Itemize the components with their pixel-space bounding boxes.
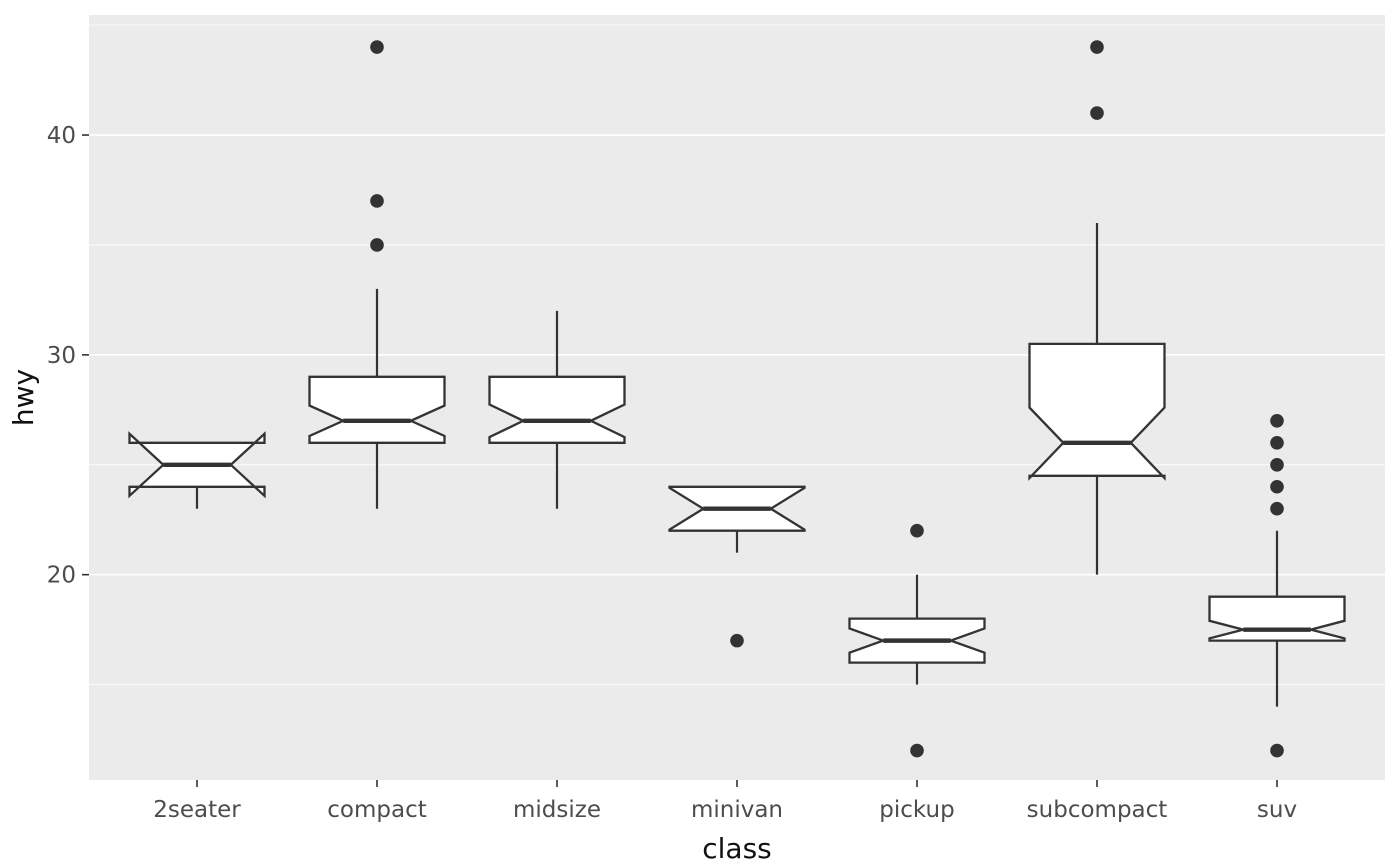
- x-tick-label[interactable]: subcompact: [1027, 797, 1168, 823]
- outlier-point: [1270, 457, 1284, 472]
- x-tick-label[interactable]: compact: [327, 797, 426, 823]
- y-tick-label: 40: [47, 123, 76, 149]
- boxplot-minivan: [668, 485, 806, 648]
- y-axis-title: hwy: [7, 369, 40, 426]
- outlier-point: [370, 238, 384, 252]
- x-tick-label[interactable]: minivan: [691, 797, 783, 823]
- outlier-point: [910, 743, 924, 758]
- boxplot-suv: [1208, 414, 1346, 758]
- notched-box: [488, 375, 626, 444]
- outlier-point: [1090, 106, 1104, 120]
- outlier-point: [370, 194, 384, 208]
- outlier-point: [730, 633, 744, 648]
- x-tick-label[interactable]: suv: [1257, 797, 1297, 823]
- boxplot-subcompact: [1028, 40, 1166, 575]
- x-tick-label[interactable]: midsize: [513, 797, 601, 823]
- x-tick-label[interactable]: pickup: [879, 797, 954, 823]
- y-tick-label: 20: [47, 563, 76, 589]
- outlier-point: [1270, 743, 1284, 758]
- plot-panel: [89, 15, 1385, 780]
- outlier-point: [1270, 435, 1284, 450]
- y-tick-label: 30: [47, 343, 76, 369]
- notched-box: [1028, 342, 1166, 481]
- notched-box: [1208, 595, 1346, 642]
- notched-box: [308, 375, 446, 444]
- boxplot-pickup: [848, 523, 986, 758]
- outlier-point: [1270, 414, 1284, 428]
- x-axis-title: class: [702, 832, 772, 865]
- boxplot-compact: [308, 40, 446, 509]
- outlier-point: [1090, 40, 1104, 54]
- x-tick-label[interactable]: 2seater: [153, 797, 241, 823]
- outlier-point: [1270, 479, 1284, 494]
- outlier-point: [910, 523, 924, 538]
- boxplot-midsize: [488, 310, 626, 509]
- outlier-point: [370, 40, 384, 54]
- outlier-point: [1270, 501, 1284, 516]
- boxplot-2seater: [128, 431, 266, 509]
